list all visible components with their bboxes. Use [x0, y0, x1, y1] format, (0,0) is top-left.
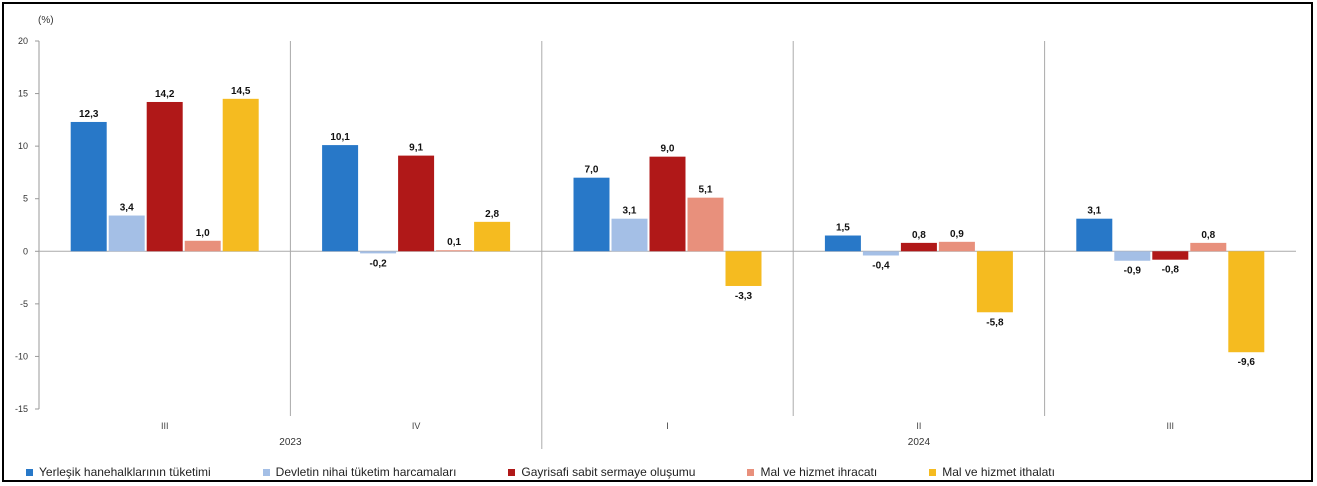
- y-tick-label: 5: [23, 194, 28, 204]
- data-label: 14,2: [155, 89, 175, 100]
- y-tick-label: -10: [15, 351, 28, 361]
- y-axis-unit-label: (%): [38, 15, 54, 26]
- legend-swatch: [262, 468, 270, 476]
- x-category-label: I: [666, 421, 669, 431]
- data-label: 3,1: [623, 206, 637, 217]
- bar: [611, 218, 648, 252]
- bar: [725, 251, 762, 286]
- x-category-label: II: [916, 421, 921, 431]
- data-label: 3,1: [1087, 206, 1101, 217]
- chart-legend: Yerleşik hanehalklarının tüketimi Devleti…: [26, 462, 1107, 482]
- legend-item: Gayrisafi sabit sermaye oluşumu: [508, 465, 695, 479]
- legend-label: Yerleşik hanehalklarının tüketimi: [39, 465, 211, 479]
- bar: [824, 235, 861, 252]
- x-year-label: 2023: [279, 437, 302, 448]
- x-category-label: IV: [412, 421, 421, 431]
- data-label: 0,8: [1201, 230, 1215, 241]
- bar: [1076, 218, 1113, 252]
- legend-label: Gayrisafi sabit sermaye oluşumu: [521, 465, 696, 479]
- y-tick-label: 15: [18, 89, 28, 99]
- legend-item: Yerleşik hanehalklarının tüketimi: [26, 465, 211, 479]
- bar: [222, 98, 259, 252]
- data-label: 0,1: [447, 237, 461, 248]
- x-category-label: III: [161, 421, 169, 431]
- bar: [184, 240, 221, 252]
- legend-label: Devletin nihai tüketim harcamaları: [275, 465, 457, 479]
- legend-item: Mal ve hizmet ithalatı: [929, 465, 1055, 479]
- data-label: -0,9: [1124, 266, 1142, 277]
- bar: [322, 145, 359, 252]
- data-label: 9,0: [661, 144, 675, 155]
- y-tick-label: 10: [18, 141, 28, 151]
- bar: [108, 215, 145, 252]
- bar: [474, 221, 511, 252]
- legend-swatch: [26, 468, 33, 476]
- y-tick-label: -15: [15, 404, 28, 414]
- bar: [1114, 251, 1151, 261]
- data-label: 0,9: [950, 229, 964, 240]
- data-label: -0,8: [1162, 265, 1180, 276]
- data-label: 7,0: [585, 165, 599, 176]
- legend-label: Mal ve hizmet ihracatı: [760, 465, 878, 479]
- bar: [70, 121, 107, 252]
- legend-swatch: [929, 468, 937, 476]
- y-tick-label: -5: [20, 299, 28, 309]
- bar: [1152, 251, 1189, 260]
- bar: [146, 101, 183, 252]
- data-label: -0,4: [872, 260, 890, 271]
- bar: [900, 242, 937, 252]
- legend-label: Mal ve hizmet ithalatı: [942, 465, 1055, 479]
- legend-swatch: [747, 468, 755, 476]
- legend-item: Mal ve hizmet ihracatı: [747, 465, 877, 479]
- data-label: 5,1: [699, 185, 713, 196]
- bar: [1190, 242, 1227, 252]
- data-label: -5,8: [986, 317, 1004, 328]
- data-label: 1,0: [196, 228, 210, 239]
- data-label: 10,1: [330, 132, 350, 143]
- data-label: -0,2: [369, 258, 387, 269]
- bar: [862, 251, 899, 256]
- bar: [976, 251, 1013, 313]
- legend-item: Devletin nihai tüketim harcamaları: [262, 465, 457, 479]
- data-label: 0,8: [912, 230, 926, 241]
- x-year-label: 2024: [908, 437, 931, 448]
- bar: [938, 241, 975, 252]
- data-label: 3,4: [120, 203, 134, 214]
- data-label: 9,1: [409, 143, 423, 154]
- data-label: -9,6: [1238, 357, 1256, 368]
- bar: [398, 155, 435, 252]
- bar: [649, 156, 686, 252]
- data-label: 14,5: [231, 86, 251, 97]
- data-label: 2,8: [485, 209, 499, 220]
- bar: [687, 197, 724, 252]
- y-tick-label: 0: [23, 246, 28, 256]
- bar-chart: (%) 20 15 10 5 0 -5 -10 -15 12,3 10,1 7,0 1,5 3,1 3,4 -…: [15, 15, 1296, 449]
- y-tick-label: 20: [18, 36, 28, 46]
- bar: [1228, 251, 1265, 353]
- bar: [436, 250, 473, 252]
- bar: [573, 177, 610, 252]
- data-label: -3,3: [735, 291, 753, 302]
- x-category-label: III: [1167, 421, 1175, 431]
- legend-swatch: [508, 468, 516, 476]
- bar: [360, 251, 397, 254]
- data-label: 1,5: [836, 223, 850, 234]
- data-label: 12,3: [79, 109, 99, 120]
